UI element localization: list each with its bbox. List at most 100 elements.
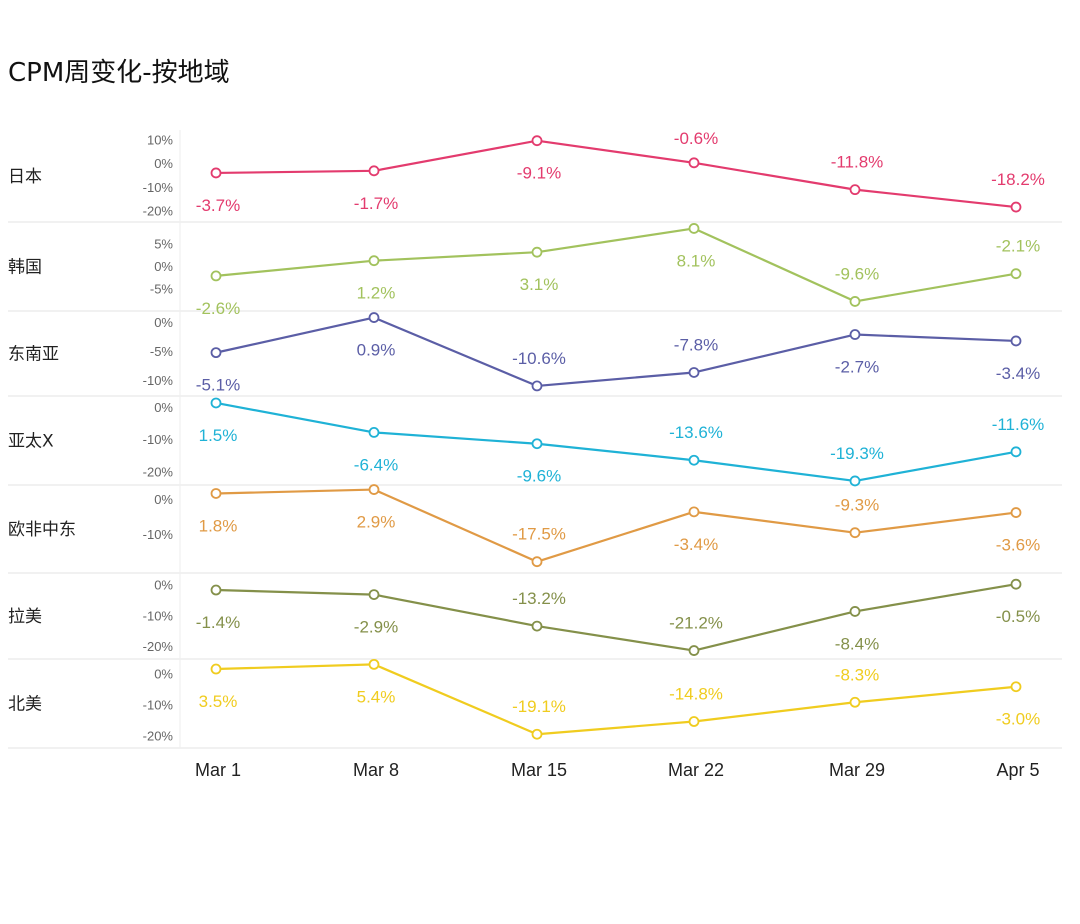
data-label: 1.2% xyxy=(357,284,396,303)
data-point xyxy=(849,329,861,340)
data-label: 2.9% xyxy=(357,513,396,532)
data-point xyxy=(531,135,543,147)
data-point xyxy=(849,606,861,617)
series-line xyxy=(215,139,1017,209)
y-tick-label: 0% xyxy=(154,492,173,507)
x-tick-label: Mar 15 xyxy=(511,760,567,780)
data-point xyxy=(368,427,380,438)
data-point xyxy=(210,488,222,499)
data-label: -9.6% xyxy=(835,264,879,283)
data-point xyxy=(368,165,380,177)
data-point xyxy=(531,556,543,568)
data-point xyxy=(688,645,700,656)
series-line xyxy=(215,488,1017,563)
data-point xyxy=(849,475,861,487)
data-label: -3.4% xyxy=(996,364,1040,383)
data-label: -13.2% xyxy=(512,589,566,608)
series-line xyxy=(215,316,1017,388)
data-point xyxy=(1010,446,1022,458)
data-label: 3.5% xyxy=(199,692,238,711)
data-label: -3.4% xyxy=(674,535,718,554)
data-label: -6.4% xyxy=(354,455,398,474)
data-label: -21.2% xyxy=(669,614,723,633)
region-label: 欧非中东 xyxy=(8,520,76,540)
region-label: 韩国 xyxy=(8,258,42,278)
y-tick-label: 5% xyxy=(154,237,173,252)
x-tick-label: Mar 1 xyxy=(195,760,241,780)
data-label: -11.6% xyxy=(992,415,1045,434)
data-label: -0.6% xyxy=(674,129,718,148)
data-point xyxy=(210,270,222,282)
data-label: 1.5% xyxy=(199,426,238,445)
series-line xyxy=(215,583,1017,652)
x-tick-label: Mar 29 xyxy=(829,760,885,780)
data-point xyxy=(210,167,222,179)
data-point xyxy=(688,454,700,466)
data-point xyxy=(368,312,380,323)
data-label: -9.1% xyxy=(517,164,561,183)
y-tick-label: 0% xyxy=(154,578,173,593)
data-point xyxy=(688,223,700,234)
y-tick-label: -20% xyxy=(143,639,174,654)
data-label: 1.8% xyxy=(199,516,238,535)
y-tick-label: 0% xyxy=(154,400,173,415)
data-label: -5.1% xyxy=(196,376,240,395)
data-point xyxy=(849,296,861,307)
x-tick-label: Apr 5 xyxy=(996,760,1039,780)
data-label: -2.7% xyxy=(835,358,879,377)
data-label: -3.7% xyxy=(196,196,240,215)
y-tick-label: -5% xyxy=(150,281,174,296)
data-point xyxy=(368,589,380,600)
y-tick-label: -10% xyxy=(143,180,174,195)
series-line xyxy=(215,227,1017,303)
data-point xyxy=(368,484,380,495)
data-point xyxy=(531,438,543,450)
y-tick-label: 0% xyxy=(154,315,173,330)
series-line xyxy=(215,663,1017,736)
data-label: -19.3% xyxy=(830,444,884,463)
data-label: -3.0% xyxy=(996,710,1040,729)
data-point xyxy=(688,157,700,169)
data-label: -17.5% xyxy=(512,525,566,544)
data-label: -1.7% xyxy=(354,194,398,213)
data-label: -18.2% xyxy=(991,170,1045,189)
y-tick-label: -20% xyxy=(143,465,174,480)
y-tick-label: -5% xyxy=(150,344,174,359)
data-point xyxy=(1010,268,1022,280)
y-tick-label: -10% xyxy=(143,373,174,388)
data-point xyxy=(531,246,543,258)
data-point xyxy=(1010,507,1022,518)
data-label: -2.6% xyxy=(196,299,240,318)
data-label: 5.4% xyxy=(357,687,396,706)
data-label: 8.1% xyxy=(677,251,716,270)
y-tick-label: -20% xyxy=(143,203,174,218)
y-tick-label: 0% xyxy=(154,666,173,681)
data-point xyxy=(1010,335,1022,347)
data-point xyxy=(1010,578,1022,590)
region-label: 东南亚 xyxy=(8,345,59,365)
data-point xyxy=(849,184,861,196)
y-tick-label: 0% xyxy=(154,259,173,274)
data-label: -8.4% xyxy=(835,634,879,653)
y-tick-label: 0% xyxy=(154,156,173,171)
data-point xyxy=(531,620,543,632)
data-point xyxy=(210,347,222,359)
y-tick-label: 10% xyxy=(147,133,173,148)
data-label: -9.3% xyxy=(835,496,879,515)
y-tick-label: -10% xyxy=(143,608,174,623)
data-point xyxy=(1010,201,1022,213)
series-line xyxy=(215,401,1017,483)
data-point xyxy=(210,584,222,596)
data-label: -0.5% xyxy=(996,607,1040,626)
data-point xyxy=(368,255,380,267)
chart-title: CPM周变化-按地域 xyxy=(8,58,230,88)
data-point xyxy=(368,658,380,670)
data-label: -2.9% xyxy=(354,618,398,637)
data-point xyxy=(531,380,543,392)
region-label: 亚太X xyxy=(8,432,54,452)
data-label: -10.6% xyxy=(512,349,566,368)
data-point xyxy=(210,663,222,675)
data-point xyxy=(688,506,700,518)
data-label: -8.3% xyxy=(835,665,879,684)
